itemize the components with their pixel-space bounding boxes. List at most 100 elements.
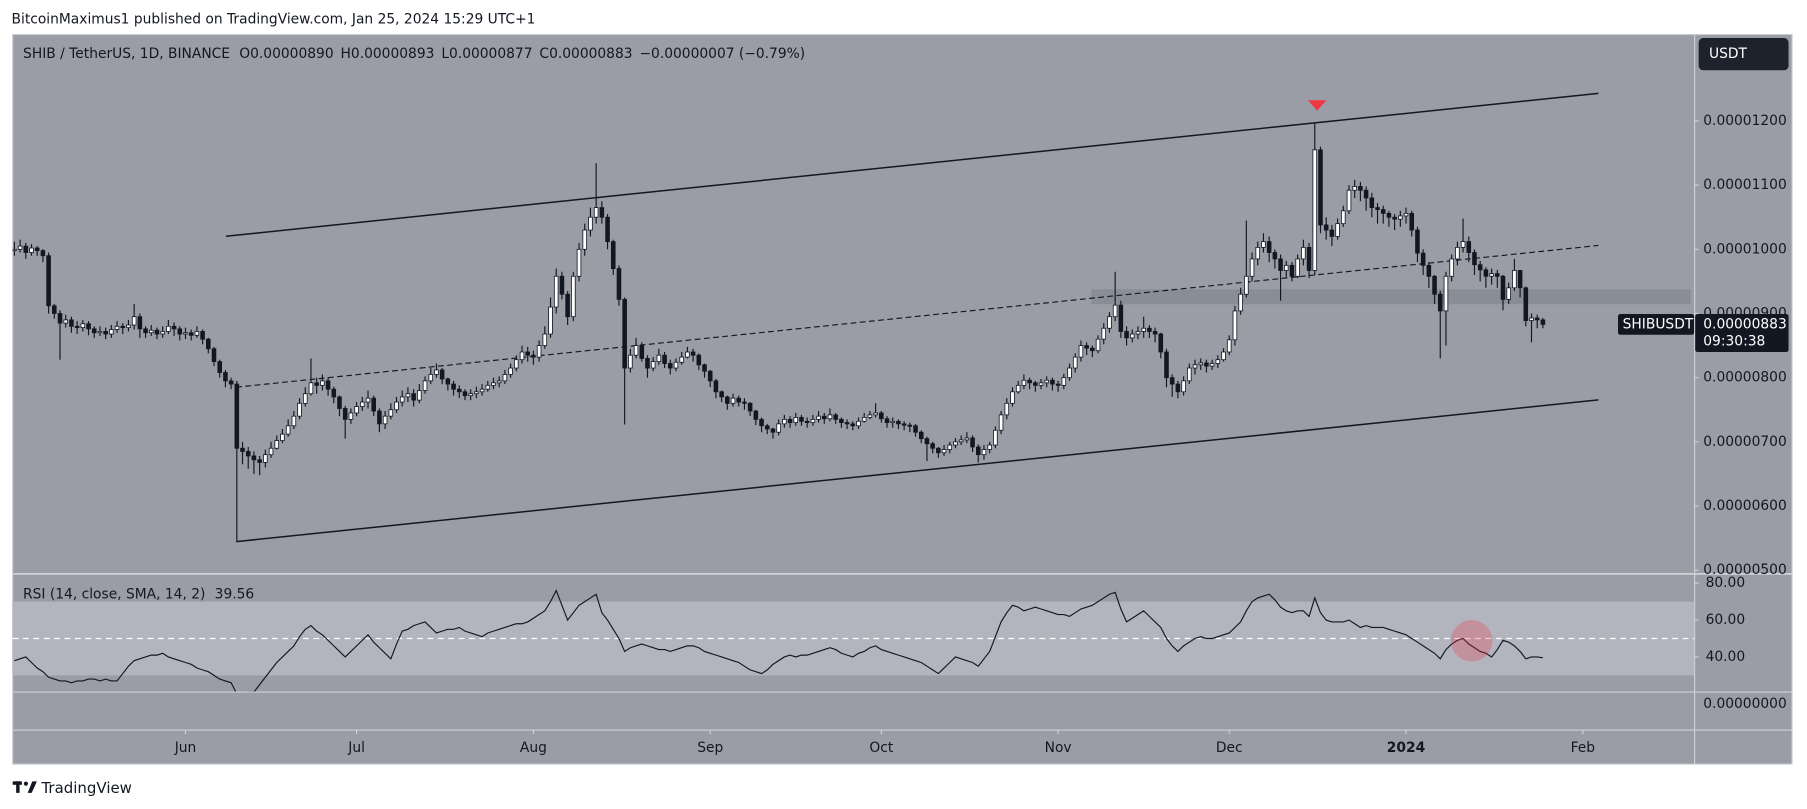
candle-body (924, 438, 930, 445)
y-tick-label: 0.00000700 (1703, 434, 1786, 450)
candle-body (1164, 351, 1169, 379)
candle-body (1175, 383, 1181, 393)
candle-body (1283, 264, 1289, 271)
candle-body (360, 401, 365, 407)
candle-body (1112, 304, 1118, 318)
candle-body (1437, 293, 1443, 312)
candle-body (793, 417, 799, 423)
currency-label[interactable]: USDT (1709, 46, 1748, 62)
candle-body (1181, 380, 1186, 393)
rsi-tick-label: 80.00 (1706, 575, 1746, 591)
candle-body (371, 397, 376, 412)
candle-body (650, 361, 656, 369)
candle-body (1386, 212, 1392, 218)
candle-body (1101, 327, 1107, 340)
candle-body (394, 401, 399, 411)
rsi-pane (14, 589, 1544, 692)
candle-body (194, 331, 200, 336)
candle-body (479, 388, 485, 393)
candle-body (605, 216, 610, 243)
x-tick-label: Aug (520, 740, 547, 756)
candle-body (702, 364, 707, 372)
candle-body (1306, 246, 1312, 271)
candle-body (867, 414, 873, 418)
candle-body (86, 323, 91, 330)
candle-body (1255, 246, 1261, 260)
candle-body (485, 384, 491, 390)
rsi-tick-label: 60.00 (1706, 612, 1746, 628)
x-tick-label: Oct (869, 740, 893, 756)
candle-body (137, 316, 143, 330)
candle-body (382, 415, 388, 425)
candle-body (918, 431, 924, 440)
candle-body (1341, 210, 1346, 225)
candle-body (320, 380, 325, 386)
candle-body (1318, 149, 1323, 226)
candle-body (1141, 327, 1146, 332)
candle-body (576, 248, 582, 277)
candle-body (166, 325, 171, 332)
candle-body (930, 443, 935, 449)
candle-body (571, 275, 576, 318)
candle-body (502, 374, 508, 382)
candle-body (103, 331, 108, 335)
candle-body (297, 402, 302, 417)
candle-body (1192, 364, 1198, 369)
candle-body (234, 383, 240, 449)
candle-body (308, 382, 314, 395)
candle-body (987, 444, 992, 450)
candle-body (1540, 319, 1546, 325)
candle-body (1363, 189, 1369, 199)
y-tick-label: 0.00000600 (1703, 498, 1786, 514)
extra-pane-label: 0.00000000 (1703, 696, 1786, 712)
candle-body (268, 447, 274, 456)
candle-body (873, 412, 878, 416)
candle-body (639, 345, 645, 359)
x-tick-label: Jun (174, 740, 197, 756)
candle-body (1534, 317, 1540, 321)
candle-body (1346, 189, 1352, 212)
candle-body (1426, 264, 1432, 277)
candle-body (439, 369, 445, 380)
candle-body (536, 345, 542, 358)
candle-body (981, 449, 987, 456)
candle-body (1095, 338, 1101, 352)
candle-body (1124, 331, 1129, 339)
candle-body (753, 410, 759, 420)
candle-body (1272, 252, 1278, 260)
candle-body (668, 363, 673, 369)
candle-body (1420, 252, 1426, 266)
candle-body (599, 207, 605, 218)
currency-button[interactable] (1698, 38, 1789, 71)
candle-body (1335, 223, 1340, 237)
candle-body (34, 247, 40, 251)
y-tick-label: 0.00001000 (1703, 241, 1786, 257)
legend-change: −0.00000007 (−0.79%) (639, 46, 805, 62)
y-tick-label: 0.00001100 (1703, 177, 1786, 193)
candle-body (257, 459, 262, 463)
candle-body (1067, 367, 1072, 379)
candle-body (274, 440, 280, 449)
rsi-highlight (1450, 620, 1493, 662)
candle-body (1038, 382, 1044, 386)
candle-body (342, 408, 348, 420)
legend-key: C (539, 46, 549, 62)
candle-body (496, 380, 502, 384)
candle-body (742, 401, 747, 404)
candle-body (302, 393, 308, 404)
candle-body (833, 414, 838, 420)
candle-body (29, 247, 34, 253)
candle-body (719, 391, 724, 398)
legend-key: O (239, 46, 250, 62)
candle-body (776, 423, 781, 433)
candle-body (263, 454, 268, 463)
candle-body (616, 268, 622, 300)
candle-body (662, 354, 667, 364)
candles (12, 123, 1546, 542)
candle-body (531, 354, 536, 358)
candle-body (451, 383, 456, 390)
candle-body (1500, 275, 1506, 300)
x-tick-label: Feb (1571, 740, 1596, 756)
candle-body (1107, 316, 1112, 329)
